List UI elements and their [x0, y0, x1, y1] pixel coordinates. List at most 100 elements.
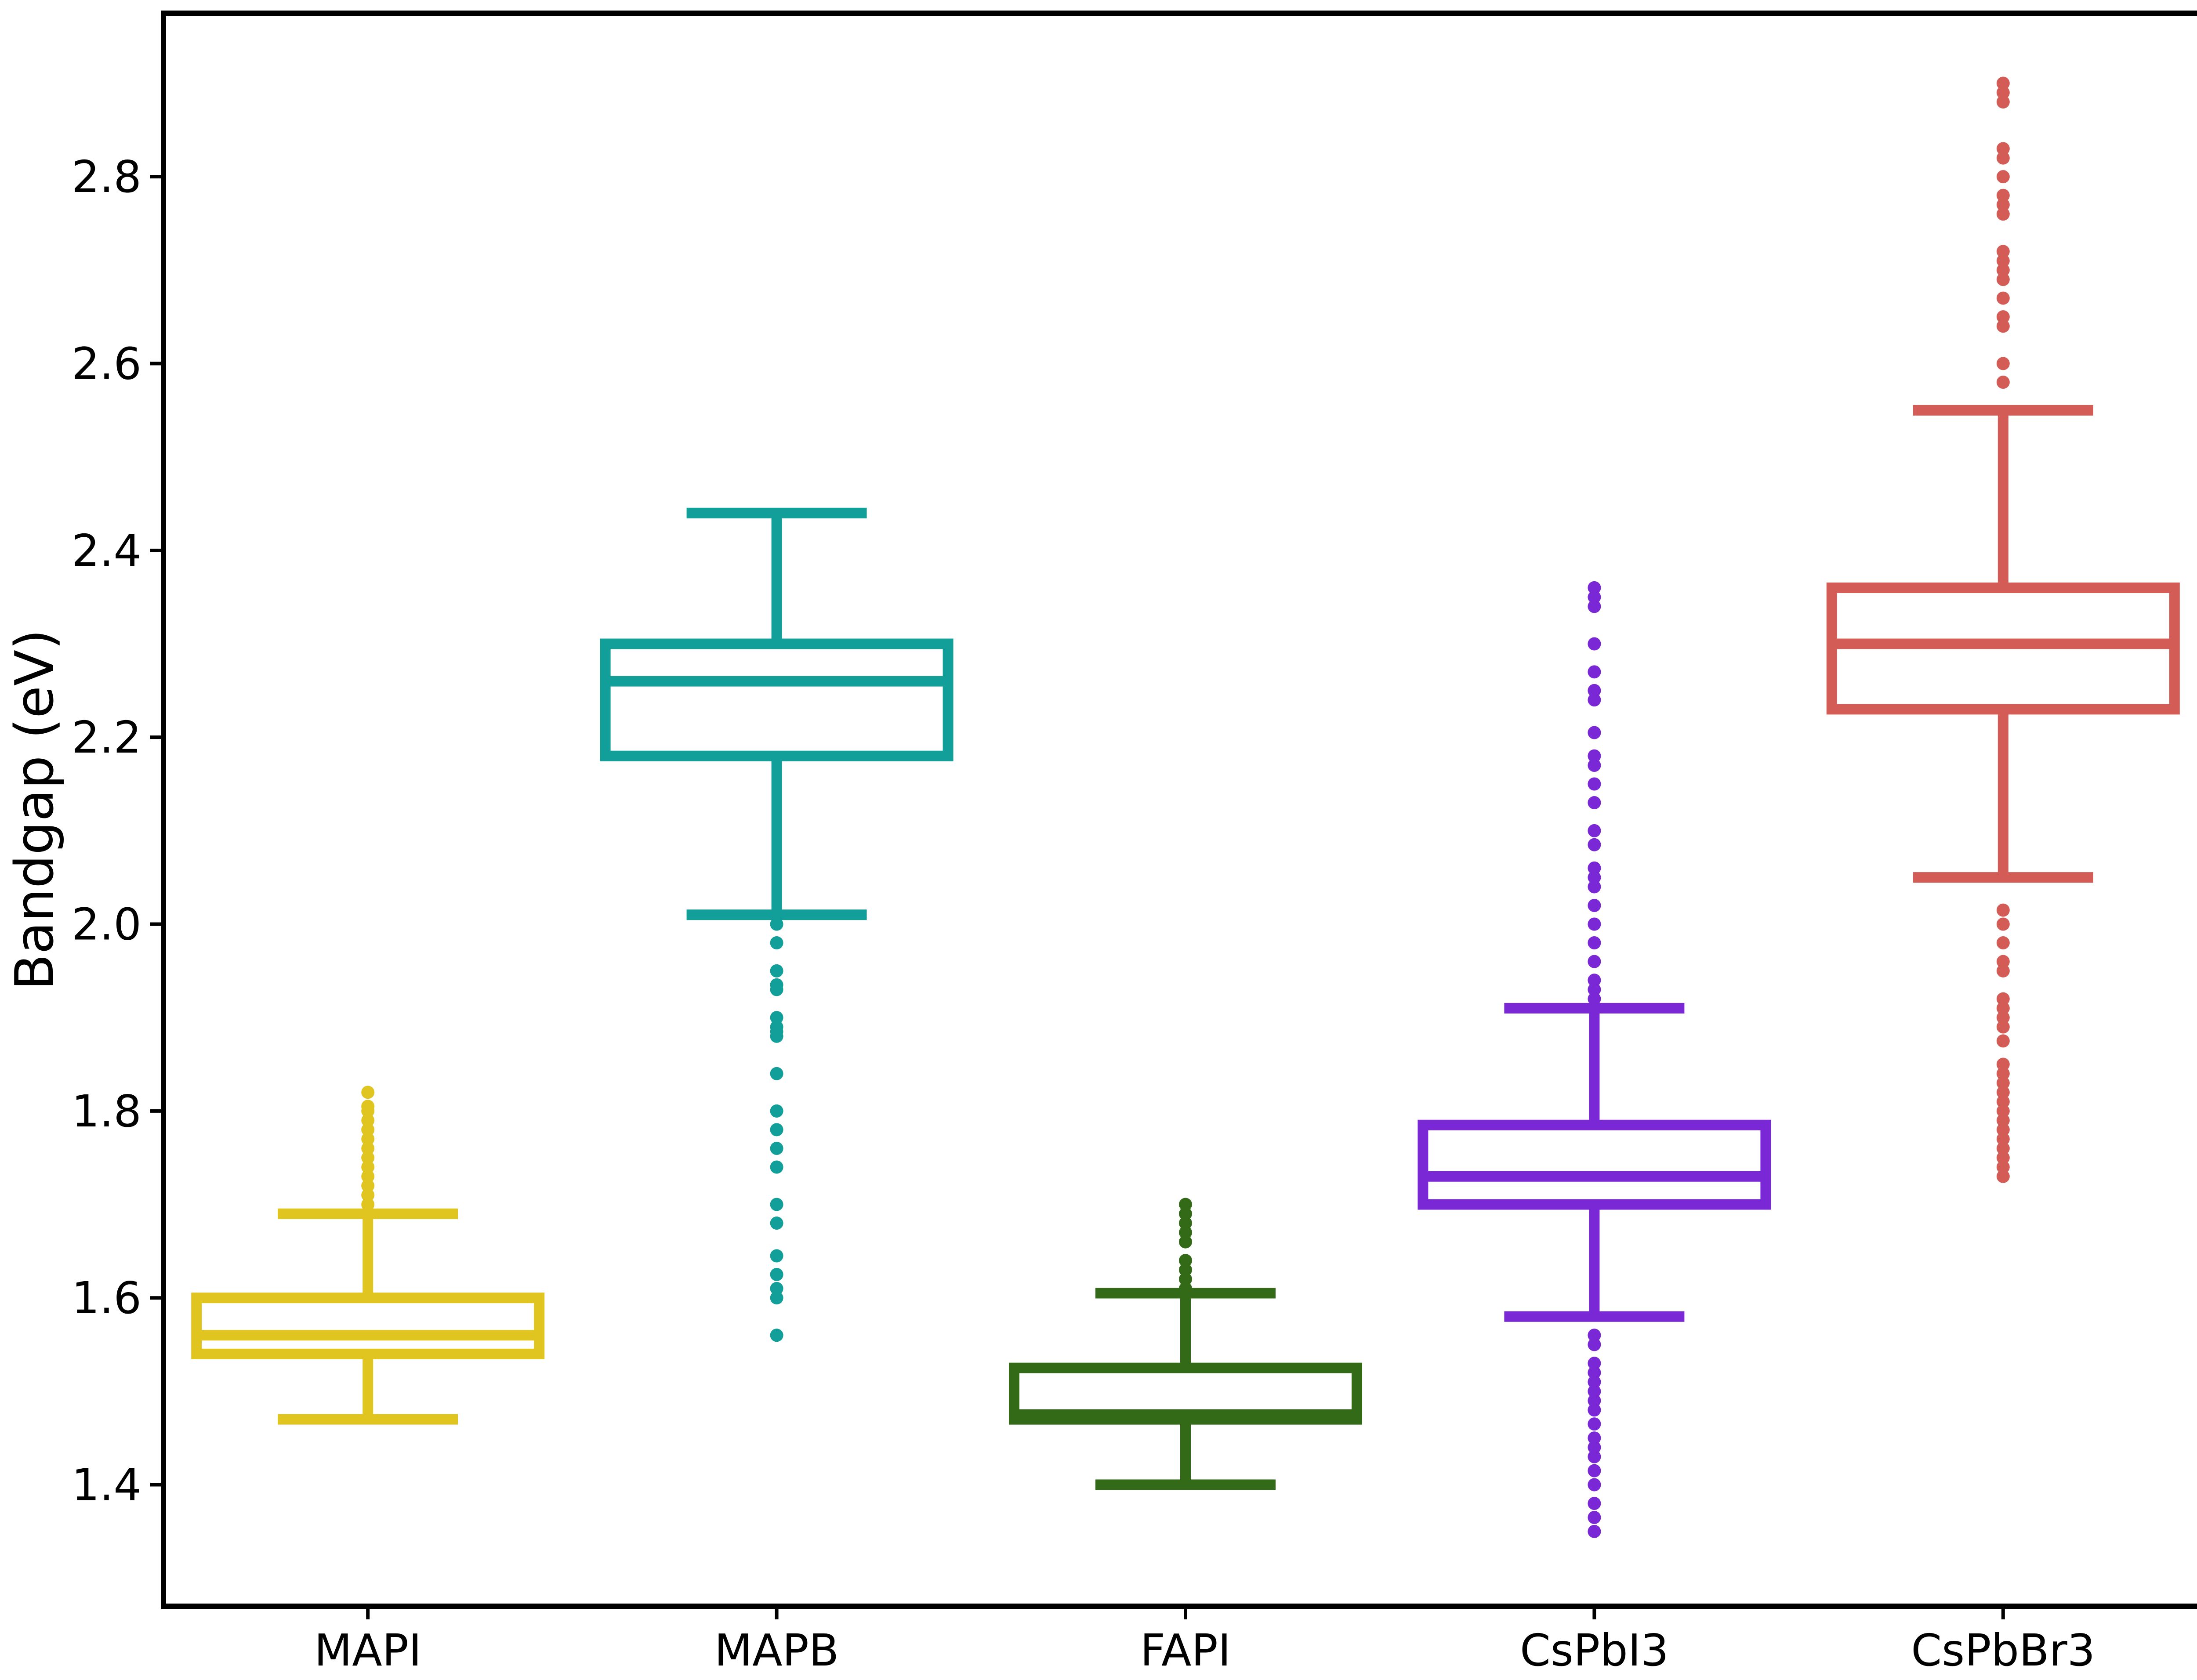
outlier-point	[1996, 1132, 2010, 1146]
outlier-point	[1996, 1160, 2010, 1174]
outlier-point	[1588, 1338, 1601, 1351]
outlier-point	[1588, 1464, 1601, 1477]
outlier-point	[1588, 1524, 1601, 1538]
outlier-point	[1588, 1403, 1601, 1417]
outlier-point	[770, 1067, 783, 1080]
y-axis: 1.4 1.6 1.8 2.0 2.2 2.4 2.6 2.8	[72, 151, 163, 1511]
outlier-point	[1996, 1169, 2010, 1183]
outlier-point	[361, 1123, 375, 1137]
outlier-point	[1996, 76, 2010, 90]
outlier-point	[1996, 917, 2010, 931]
box-cspbbr3	[1826, 76, 2180, 1183]
outlier-point	[770, 1249, 783, 1263]
outlier-point	[1588, 1357, 1601, 1370]
outlier-point	[770, 1123, 783, 1137]
outlier-point	[1996, 263, 2010, 277]
outlier-point	[1588, 600, 1601, 613]
outlier-point	[1996, 207, 2010, 221]
outlier-point	[1996, 1123, 2010, 1137]
outlier-point	[770, 917, 783, 931]
outlier-point	[1996, 291, 2010, 305]
outlier-point	[770, 1020, 783, 1034]
box-group-layer	[191, 76, 2180, 1538]
outlier-point	[1996, 903, 2010, 917]
outlier-point	[1996, 142, 2010, 156]
x-axis: MAPI MAPB FAPI CsPbI3 CsPbBr3	[314, 1606, 2095, 1676]
outlier-point	[1996, 86, 2010, 99]
outlier-point	[1996, 254, 2010, 268]
outlier-point	[1996, 1086, 2010, 1099]
outlier-point	[1588, 880, 1601, 894]
iqr-box	[191, 1293, 545, 1359]
outlier-point	[1996, 310, 2010, 324]
outlier-point	[1179, 1263, 1192, 1277]
box-mapb	[600, 507, 953, 1342]
y-tick-label: 2.8	[72, 151, 141, 203]
outlier-point	[1996, 1076, 2010, 1090]
outlier-point	[1996, 273, 2010, 286]
outlier-point	[1588, 955, 1601, 968]
outlier-point	[1588, 917, 1601, 931]
outlier-point	[1588, 824, 1601, 837]
outlier-point	[361, 1188, 375, 1202]
box-cspbi3	[1418, 581, 1771, 1538]
outlier-point	[1588, 1478, 1601, 1492]
outlier-point	[1588, 684, 1601, 697]
outlier-point	[1996, 198, 2010, 211]
x-tick-label-cspbbr3: CsPbBr3	[1911, 1625, 2095, 1676]
x-tick-label-mapb: MAPB	[714, 1625, 839, 1676]
outlier-point	[1996, 1151, 2010, 1165]
outlier-point	[1588, 1375, 1601, 1389]
outlier-point	[770, 1160, 783, 1174]
x-tick-label-fapi: FAPI	[1140, 1625, 1231, 1676]
outlier-point	[770, 1011, 783, 1025]
outlier-point	[1588, 581, 1601, 594]
outlier-point	[361, 1114, 375, 1127]
outlier-point	[1588, 898, 1601, 912]
outlier-point	[1588, 1417, 1601, 1431]
outlier-point	[1588, 1329, 1601, 1342]
outlier-point	[1588, 992, 1601, 1006]
outlier-point	[1588, 749, 1601, 763]
outlier-point	[1996, 964, 2010, 978]
outlier-point	[361, 1198, 375, 1211]
outlier-point	[1996, 151, 2010, 165]
outlier-point	[770, 1282, 783, 1295]
outlier-point	[1588, 1384, 1601, 1398]
outlier-point	[1179, 1235, 1192, 1249]
outlier-point	[1996, 955, 2010, 968]
iqr-box	[1418, 1119, 1771, 1210]
outlier-point	[1588, 665, 1601, 679]
outlier-point	[770, 936, 783, 950]
outlier-point	[361, 1151, 375, 1165]
outlier-point	[1588, 777, 1601, 791]
outlier-point	[361, 1086, 375, 1099]
outlier-point	[1996, 376, 2010, 389]
outlier-point	[770, 1329, 783, 1342]
outlier-point	[1996, 1034, 2010, 1048]
outlier-point	[1996, 1001, 2010, 1015]
outlier-point	[1996, 188, 2010, 202]
outlier-point	[1996, 170, 2010, 184]
outlier-point	[1588, 1441, 1601, 1454]
outlier-point	[1996, 245, 2010, 258]
outlier-point	[361, 1132, 375, 1146]
outlier-point	[1996, 319, 2010, 333]
outlier-point	[1588, 936, 1601, 950]
outlier-point	[361, 1141, 375, 1155]
outlier-point	[1588, 796, 1601, 810]
outlier-point	[1588, 590, 1601, 604]
outlier-point	[1996, 1114, 2010, 1127]
outlier-point	[770, 1141, 783, 1155]
outlier-point	[1588, 1366, 1601, 1379]
outlier-point	[770, 964, 783, 978]
outlier-point	[1588, 637, 1601, 651]
y-tick-label: 2.2	[72, 712, 141, 763]
outlier-point	[1179, 1198, 1192, 1211]
outlier-point	[1179, 1217, 1192, 1230]
outlier-point	[1996, 1104, 2010, 1118]
y-tick-label: 1.8	[72, 1086, 141, 1137]
box-mapi	[191, 1086, 545, 1425]
outlier-point	[770, 1291, 783, 1305]
